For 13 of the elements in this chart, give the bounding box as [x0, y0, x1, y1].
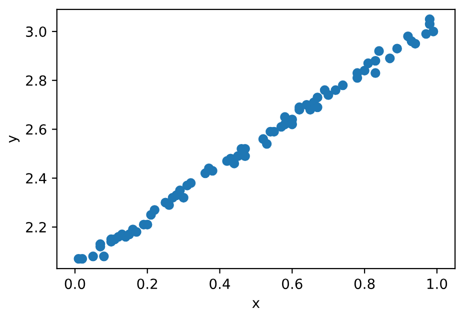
x-tick-label: 0.0 — [64, 278, 86, 290]
x-tick-label: 0.2 — [137, 278, 158, 290]
y-axis-title: y — [9, 135, 20, 143]
y-tick-label: 2.8 — [26, 75, 46, 86]
y-tick-label: 2.2 — [26, 222, 46, 232]
y-tick-label: 3.0 — [26, 26, 46, 37]
y-tick-label: 2.6 — [26, 124, 46, 135]
x-tick-label: 0.6 — [282, 278, 302, 290]
x-tick-label: 0.8 — [354, 278, 375, 290]
x-tick-label: 0.4 — [210, 278, 230, 290]
y-tick-label: 2.4 — [26, 173, 46, 184]
x-tick-label: 1.0 — [427, 278, 448, 290]
x-axis-title: x — [252, 300, 260, 308]
